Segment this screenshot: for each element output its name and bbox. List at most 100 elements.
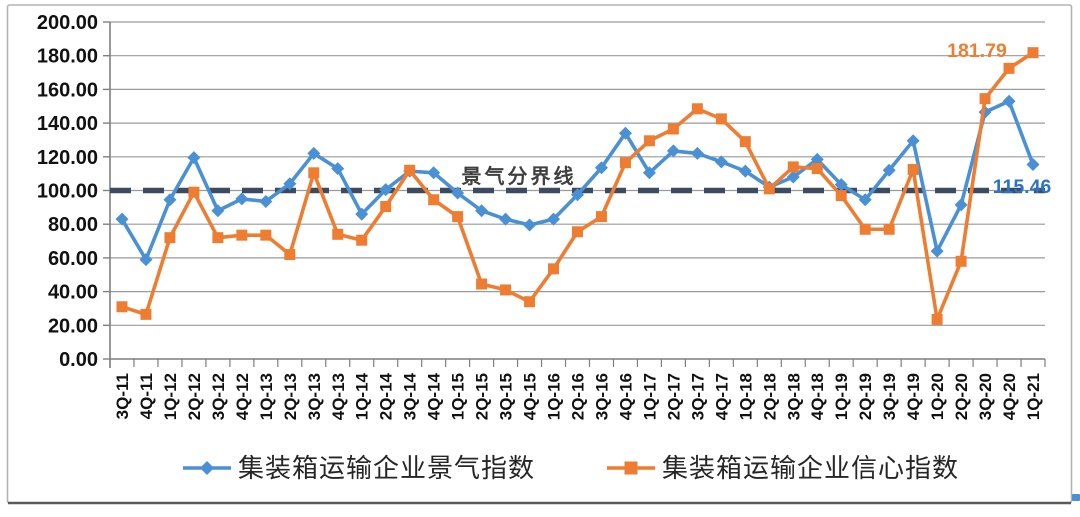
data-marker-diamond (331, 162, 345, 176)
data-marker-diamond (499, 212, 513, 226)
x-axis-label: 4Q-12 (233, 373, 252, 420)
data-marker-square (260, 229, 272, 241)
y-tick-label: 180.00 (37, 46, 98, 68)
x-axis-label: 4Q-19 (904, 373, 923, 420)
legend-item-confidence: 集装箱运输企业信心指数 (607, 453, 958, 483)
data-marker-diamond (834, 178, 848, 192)
data-marker-square (452, 211, 464, 223)
data-marker-diamond (1026, 157, 1040, 171)
x-axis-label: 4Q-11 (137, 373, 156, 419)
data-marker-diamond (259, 194, 273, 208)
data-marker-square (212, 232, 224, 244)
x-axis-label: 1Q-18 (736, 373, 755, 420)
chart-outer-border (6, 4, 1073, 504)
data-marker-square (763, 183, 775, 195)
data-marker-diamond (786, 170, 800, 184)
data-marker-square (476, 278, 488, 290)
data-marker-square (548, 263, 560, 275)
data-marker-diamond (618, 126, 632, 140)
data-marker-square (979, 93, 991, 105)
data-marker-square (284, 249, 296, 261)
legend: 集装箱运输企业景气指数 集装箱运输企业信心指数 (183, 453, 958, 483)
data-marker-square (164, 232, 176, 244)
data-marker-square (811, 163, 823, 175)
axis-layer: 0.00 20.00 40.00 60.00 80.00 100.00 120.00 140.… (37, 12, 1046, 420)
x-axis-label: 1Q-12 (161, 373, 180, 420)
x-axis-label: 1Q-19 (832, 373, 851, 420)
annotation-confidence-latest: 181.79 (947, 40, 1007, 62)
data-marker-diamond (930, 244, 944, 258)
data-marker-square (380, 201, 392, 213)
x-axis-label: 3Q-12 (209, 373, 228, 420)
x-axis-label: 1Q-16 (545, 373, 564, 420)
data-marker-diamond (163, 193, 177, 207)
data-marker-square (859, 223, 871, 235)
series-line-confidence (120, 50, 1035, 322)
legend-diamond-marker-icon (200, 461, 214, 475)
data-marker-diamond (475, 204, 489, 218)
legend-square-marker-icon (624, 461, 638, 475)
data-marker-diamond (283, 177, 297, 191)
data-marker-square (188, 186, 200, 198)
data-marker-square (428, 194, 440, 206)
y-tick-label: 40.00 (48, 282, 98, 304)
data-marker-square (308, 167, 320, 179)
data-marker-diamond (642, 166, 656, 180)
data-marker-square (667, 123, 679, 135)
x-axis-label: 4Q-14 (425, 372, 444, 420)
data-marker-square (500, 284, 512, 296)
data-marker-square (907, 163, 919, 175)
y-tick-label: 120.00 (37, 147, 98, 169)
selection-handle-icon (1072, 494, 1080, 501)
data-marker-diamond (1002, 94, 1016, 108)
x-axis-label: 3Q-19 (880, 373, 899, 420)
x-axis-label: 2Q-19 (856, 373, 875, 420)
x-axis-label: 2Q-20 (952, 373, 971, 420)
data-marker-diamond (906, 134, 920, 148)
data-marker-square (332, 228, 344, 240)
data-marker-square (1003, 62, 1015, 74)
x-axis-label: 3Q-17 (688, 373, 707, 420)
legend-label-prosperity: 集装箱运输企业景气指数 (238, 453, 535, 483)
x-axis-label: 1Q-21 (1024, 373, 1043, 420)
x-axis-label: 1Q-15 (449, 373, 468, 420)
y-tick-label: 160.00 (37, 79, 98, 101)
data-marker-diamond (187, 151, 201, 165)
x-axis-label: 3Q-14 (401, 372, 420, 420)
data-marker-diamond (882, 163, 896, 177)
divider-line-label: 景气分界线 (462, 164, 577, 188)
data-marker-diamond (690, 146, 704, 160)
y-tick-label: 0.00 (59, 349, 98, 371)
data-marker-diamond (379, 183, 393, 197)
data-marker-diamond (451, 186, 465, 200)
x-axis-label: 2Q-12 (185, 373, 204, 420)
grid-layer (110, 21, 1045, 326)
y-tick-label: 80.00 (48, 214, 98, 236)
x-axis-label: 2Q-17 (664, 373, 683, 420)
data-marker-square (835, 190, 847, 202)
data-marker-square (715, 113, 727, 125)
data-marker-diamond (547, 212, 561, 226)
data-marker-square (787, 161, 799, 173)
data-marker-diamond (115, 212, 129, 226)
data-marker-square (404, 164, 416, 176)
data-marker-diamond (571, 188, 584, 202)
data-marker-square (356, 234, 368, 246)
x-axis-label: 4Q-17 (712, 373, 731, 420)
x-axis-label: 1Q-17 (640, 373, 659, 420)
data-marker-square (643, 135, 655, 147)
data-marker-diamond (714, 155, 728, 169)
y-tick-label: 20.00 (48, 315, 98, 337)
x-axis-label: 4Q-13 (329, 373, 348, 420)
data-marker-square (595, 211, 607, 223)
data-marker-diamond (355, 207, 369, 221)
data-marker-diamond (307, 146, 321, 160)
x-axis-label: 3Q-11 (113, 373, 132, 419)
data-marker-square (1027, 47, 1039, 59)
x-axis-label: 3Q-20 (976, 373, 995, 420)
x-axis-label: 4Q-15 (521, 373, 540, 420)
data-marker-square (955, 255, 967, 267)
y-tick-label: 200.00 (37, 12, 98, 34)
